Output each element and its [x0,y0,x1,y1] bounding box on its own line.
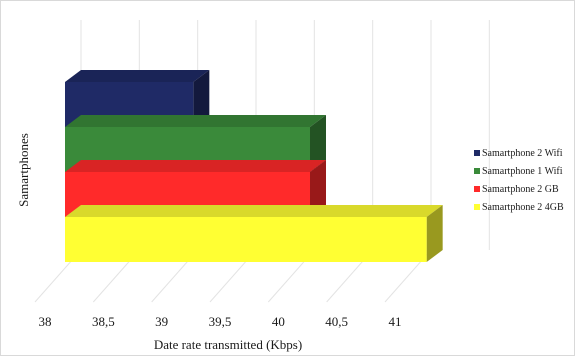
bar-top-face [65,205,443,217]
legend-label: Samartphone 2 Wifi [482,148,563,159]
x-tick-label: 40 [272,314,285,329]
bar-side-face [310,160,326,217]
x-axis-ticks: 38 38,5 39 39,5 40 40,5 41 [39,314,402,329]
legend-swatch [474,186,480,192]
bar-side-face [426,205,443,262]
y-axis-title: Samartphones [16,133,31,207]
bar-top-face [65,70,210,82]
x-tick-label: 38 [39,314,52,329]
legend-swatch [474,150,480,156]
x-tick-label: 39,5 [209,314,232,329]
bar-side-face [193,70,210,127]
x-tick-label: 41 [389,314,402,329]
legend-swatch [474,204,480,210]
legend-swatch [474,168,480,174]
legend-label: Samartphone 2 GB [482,184,559,195]
bar-top-face [65,160,326,172]
legend-label: Samartphone 2 4GB [482,202,564,213]
x-tick-label: 38,5 [92,314,115,329]
x-tick-label: 39 [155,314,168,329]
x-axis-title: Date rate transmitted (Kbps) [154,337,302,352]
bar-front-face [65,217,427,262]
legend: Samartphone 2 Wifi Samartphone 1 Wifi Sama… [474,148,564,213]
bar-top-face [65,115,326,127]
x-tick-label: 40,5 [325,314,348,329]
bar [65,205,443,262]
legend-label: Samartphone 1 Wifi [482,166,563,177]
bars [65,70,443,262]
bar-side-face [310,115,326,172]
